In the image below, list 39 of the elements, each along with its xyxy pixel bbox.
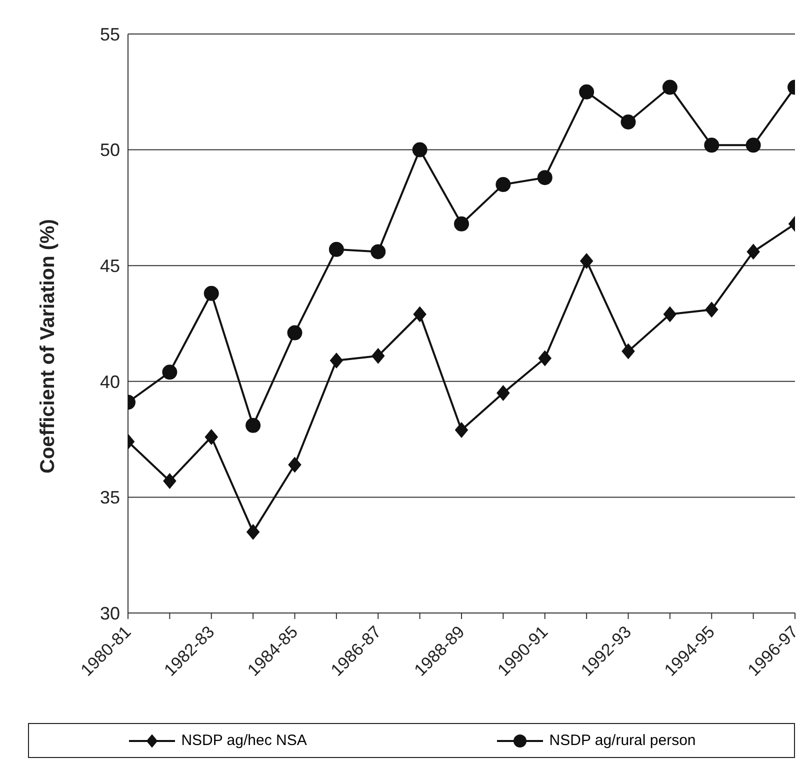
y-tick-label: 55: [100, 24, 120, 44]
point: [330, 352, 343, 368]
y-tick-label: 50: [100, 140, 120, 160]
point: [622, 344, 635, 359]
y-tick-label: 45: [100, 256, 120, 276]
point: [328, 242, 344, 257]
point: [413, 306, 426, 322]
point: [455, 422, 468, 438]
y-tick-label: 35: [100, 488, 120, 508]
point: [580, 253, 594, 269]
legend-label: NSDP ag/hec NSA: [181, 732, 307, 749]
point: [620, 114, 636, 130]
y-axis-title: Coefficient of Variation (%): [37, 219, 60, 474]
point: [288, 457, 302, 472]
point: [496, 385, 510, 401]
point: [163, 473, 176, 489]
point: [246, 418, 261, 433]
point: [204, 429, 218, 445]
point: [454, 216, 469, 232]
point: [746, 138, 761, 153]
point: [372, 348, 385, 364]
legend-label: NSDP ag/rural person: [549, 732, 696, 749]
point: [287, 325, 302, 340]
point: [246, 524, 260, 540]
y-tick-label: 40: [100, 372, 120, 392]
point: [537, 170, 552, 186]
point: [370, 244, 386, 260]
y-tick-label: 30: [100, 603, 120, 624]
point: [496, 177, 511, 192]
point: [579, 84, 594, 100]
point: [746, 244, 760, 260]
point: [662, 80, 678, 95]
point: [663, 306, 676, 322]
point: [162, 364, 178, 380]
point: [705, 302, 718, 318]
point: [704, 138, 720, 153]
point: [204, 286, 219, 301]
point: [538, 350, 552, 366]
point: [412, 142, 428, 158]
